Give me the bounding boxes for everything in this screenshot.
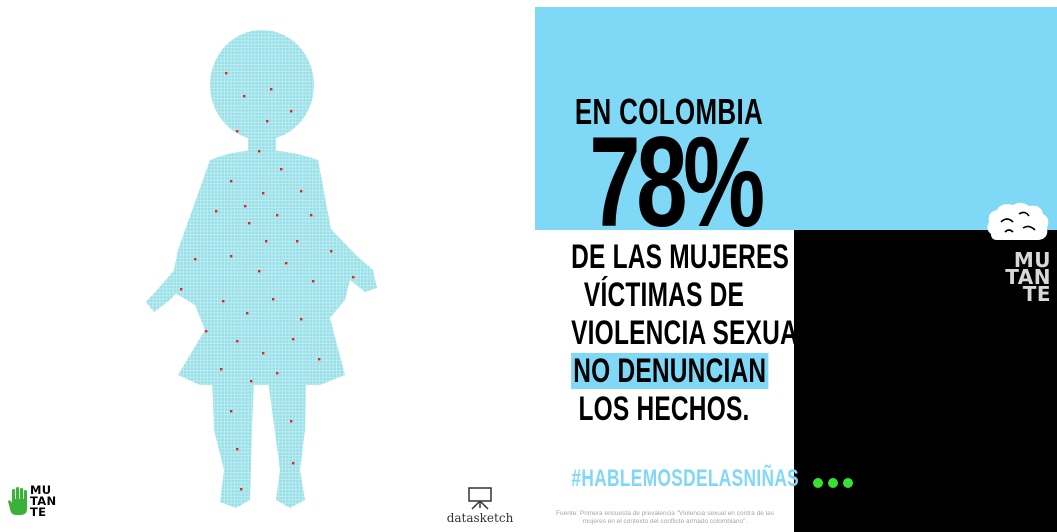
highlight-dot bbox=[205, 330, 208, 333]
highlight-dot bbox=[262, 352, 265, 355]
highlight-dot bbox=[318, 358, 321, 361]
highlight-dot bbox=[246, 312, 249, 315]
top-banner bbox=[535, 7, 1057, 230]
mutante-wordmark-large: MU TAN TE bbox=[1005, 248, 1051, 306]
highlight-dot bbox=[236, 130, 239, 133]
statement-last-line: LOS HECHOS. bbox=[578, 390, 750, 428]
highlight-dot bbox=[292, 338, 295, 341]
highlight-dot bbox=[265, 240, 268, 243]
source-note: Fuente: Primera encuesta de prevalencia … bbox=[556, 510, 774, 525]
highlight-dot bbox=[243, 95, 246, 98]
highlight-dot bbox=[240, 488, 243, 491]
highlight-dot bbox=[220, 368, 223, 371]
highlight-dot bbox=[292, 462, 295, 465]
mutante-logo-large: MU TAN TE bbox=[983, 200, 1053, 320]
highlight-dot bbox=[258, 270, 261, 273]
statement-block: DE LAS MUJERES VÍCTIMAS DE VIOLENCIA SEX… bbox=[535, 238, 814, 428]
highlight-dot bbox=[258, 150, 261, 153]
highlight-dot bbox=[285, 262, 288, 265]
highlight-dot bbox=[280, 168, 283, 171]
statement-line: VIOLENCIA SEXUAL bbox=[571, 314, 814, 352]
highlight-dot bbox=[194, 258, 197, 261]
mutante-wordmark-small: MU TAN TE bbox=[30, 483, 57, 519]
highlight-dot bbox=[222, 300, 225, 303]
highlight-dot bbox=[230, 180, 233, 183]
highlight-dot bbox=[236, 448, 239, 451]
highlight-dot bbox=[272, 298, 275, 301]
datasketch-logo: datasketch bbox=[440, 486, 520, 528]
highlight-dot bbox=[244, 205, 247, 208]
highlight-dot bbox=[300, 318, 303, 321]
highlight-dot bbox=[310, 214, 313, 217]
three-dots-icon bbox=[813, 478, 857, 490]
highlight-dot bbox=[248, 222, 251, 225]
highlight-dot bbox=[290, 420, 293, 423]
highlight-dot bbox=[290, 110, 293, 113]
mutante-logo-small: MU TAN TE bbox=[8, 484, 78, 526]
highlight-dot bbox=[276, 372, 279, 375]
statement-line: DE LAS MUJERES bbox=[571, 238, 790, 276]
brain-icon bbox=[987, 202, 1049, 240]
easel-icon bbox=[468, 487, 492, 510]
highlight-dot bbox=[276, 214, 279, 217]
statement-highlight-line: NO DENUNCIAN bbox=[571, 352, 769, 390]
highlight-text: NO DENUNCIAN bbox=[571, 353, 769, 389]
datasketch-wordmark: datasketch bbox=[446, 511, 514, 525]
highlight-dot bbox=[225, 72, 228, 75]
highlight-dot bbox=[262, 192, 265, 195]
highlight-dot bbox=[215, 210, 218, 213]
highlight-dot bbox=[270, 88, 273, 91]
girl-silhouette-figure bbox=[146, 30, 377, 508]
highlight-dot bbox=[352, 276, 355, 279]
highlight-dot bbox=[230, 410, 233, 413]
intro-heading: EN COLOMBIA bbox=[574, 91, 764, 132]
green-hand-icon bbox=[8, 487, 27, 515]
highlight-dot bbox=[300, 190, 303, 193]
statement-line: VÍCTIMAS DE bbox=[583, 276, 745, 314]
highlight-dot bbox=[296, 240, 299, 243]
highlight-dot bbox=[312, 280, 315, 283]
hashtag: #HABLEMOSDELASNIÑAS bbox=[571, 465, 800, 492]
highlight-dot bbox=[250, 380, 253, 383]
big-percentage: 78% bbox=[589, 111, 765, 254]
infographic-panel: EN COLOMBIA 78% DE LAS MUJERES VÍCTIMAS … bbox=[535, 0, 1057, 532]
highlight-dot bbox=[266, 120, 269, 123]
highlight-dot bbox=[180, 288, 183, 291]
highlight-dot bbox=[230, 255, 233, 258]
highlight-dot bbox=[236, 340, 239, 343]
left-panel: MU TAN TE datasketch bbox=[8, 30, 520, 528]
highlight-dot bbox=[330, 250, 333, 253]
